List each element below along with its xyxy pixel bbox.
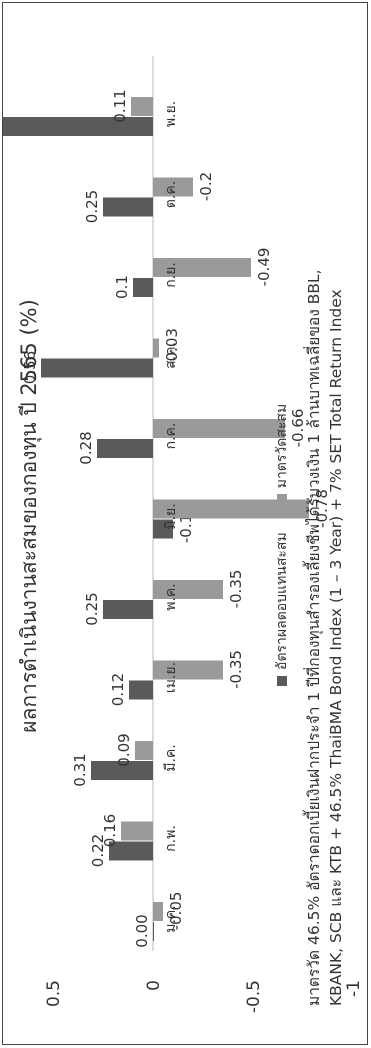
bar-fund — [129, 680, 153, 700]
x-tick-label: ต.ค. — [163, 181, 179, 208]
x-tick-label: มิ.ย. — [163, 503, 179, 529]
bar-fund — [133, 278, 153, 297]
legend-swatch-fund — [277, 676, 287, 686]
bar-fund — [153, 922, 154, 941]
data-label-fund: 0.12 — [109, 673, 127, 706]
data-label-benchmark: -0.35 — [227, 650, 245, 689]
x-tick-label: พ.ค. — [163, 583, 179, 611]
footnote-line-1: มาตรวัด 46.5% อัตราดอกเบี้ยเงินฝากประจำ … — [305, 269, 323, 1006]
x-tick-label: ม.ค. — [163, 905, 179, 933]
bar-fund — [103, 600, 153, 619]
x-tick-label: ส.ค. — [163, 342, 179, 369]
data-label-fund: 0.25 — [83, 190, 101, 223]
legend-swatch-benchmark — [277, 494, 287, 505]
bar-benchmark — [135, 741, 153, 760]
bar-benchmark — [121, 821, 153, 841]
bar-fund — [97, 439, 153, 458]
data-label-fund: 0.22 — [89, 834, 107, 867]
bar-fund — [3, 117, 153, 136]
data-label-benchmark: -0.03 — [163, 328, 181, 367]
bar-benchmark — [153, 660, 223, 680]
data-label-benchmark: -0.49 — [255, 248, 273, 287]
bar-fund — [109, 841, 153, 861]
y-tick-label: 0 — [144, 980, 164, 991]
y-tick-label: -1 — [344, 980, 364, 997]
bar-fund — [153, 519, 173, 539]
data-label-fund: 0.31 — [71, 753, 89, 786]
x-tick-label: ก.พ. — [163, 825, 179, 852]
legend-label-benchmark: มาตรวัดสะสม — [274, 403, 290, 489]
data-label-benchmark: 0.11 — [111, 89, 129, 122]
data-label-fund: 0.28 — [77, 431, 95, 464]
data-label-fund: 0.56 — [21, 351, 39, 384]
legend-item-fund: อัตราผลตอบแทนสะสม — [271, 532, 293, 686]
data-label-benchmark: -0.35 — [227, 570, 245, 609]
bar-benchmark — [153, 177, 193, 197]
x-tick-label: พ.ย. — [163, 101, 179, 127]
y-tick-label: -0.5 — [244, 980, 264, 1013]
data-label-fund: 0.1 — [113, 275, 131, 299]
data-label-benchmark: -0.66 — [289, 409, 307, 448]
data-label-benchmark: 0.16 — [101, 814, 119, 847]
bar-benchmark — [153, 419, 285, 438]
x-tick-label: เม.ย. — [163, 662, 179, 693]
legend-label-fund: อัตราผลตอบแทนสะสม — [274, 532, 290, 670]
bar-benchmark — [131, 97, 153, 116]
bar-benchmark — [153, 902, 163, 921]
data-label-benchmark: -0.2 — [197, 172, 215, 201]
legend-item-benchmark: มาตรวัดสะสม — [271, 404, 293, 505]
bar-benchmark — [153, 258, 251, 277]
bar-fund — [91, 761, 153, 780]
legend: อัตราผลตอบแทนสะสม มาตรวัดสะสม — [271, 404, 293, 686]
x-tick-label: ก.ย. — [163, 262, 179, 288]
y-tick-label: 0.5 — [44, 980, 64, 1007]
footnote: มาตรวัด 46.5% อัตราดอกเบี้ยเงินฝากประจำ … — [303, 16, 347, 1006]
data-label-benchmark: 0.09 — [115, 733, 133, 766]
bar-fund — [41, 358, 153, 378]
data-label-fund: 0.00 — [133, 914, 151, 947]
data-label-benchmark: -0.05 — [167, 892, 185, 931]
data-label-benchmark: -0.78 — [313, 489, 331, 528]
data-label-fund: 0.25 — [83, 592, 101, 625]
x-tick-label: ก.ค. — [163, 423, 179, 450]
chart-content: ผลการดำเนินงานสะสมของกองทุน ปี 2565 (%) … — [3, 3, 369, 1046]
bar-benchmark — [153, 580, 223, 599]
data-label-fund: -0.1 — [177, 514, 195, 543]
bar-benchmark — [153, 338, 159, 358]
bar-chart: 10.50-0.5-10.00-0.05ม.ค.0.220.16ก.พ.0.31… — [3, 56, 364, 1013]
footnote-line-2: KBANK, SCB และ KTB + 46.5% ThaiBMA Bond … — [327, 289, 345, 1006]
x-tick-label: มี.ค. — [163, 744, 179, 772]
bar-fund — [103, 197, 153, 217]
bar-benchmark — [153, 499, 309, 519]
